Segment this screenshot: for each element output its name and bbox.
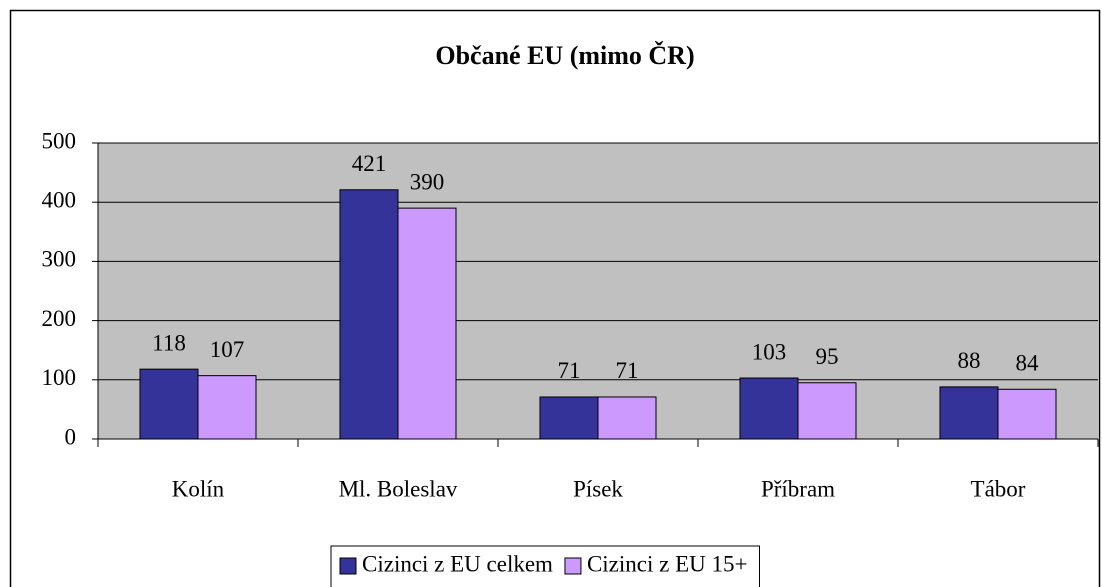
chart-title: Občané EU (mimo ČR): [435, 41, 694, 70]
bar: [197, 375, 257, 440]
data-label: 421: [352, 151, 387, 176]
legend-swatch: [339, 557, 357, 575]
y-tick-label: 500: [42, 128, 77, 153]
y-tick-label: 300: [42, 247, 77, 272]
bar: [997, 388, 1057, 440]
bar: [739, 377, 799, 440]
data-label: 390: [410, 169, 445, 194]
data-label: 71: [558, 358, 581, 383]
bar: [939, 386, 999, 440]
data-label: 95: [816, 344, 839, 369]
data-label: 71: [616, 358, 639, 383]
legend-label: Cizinci z EU celkem: [362, 551, 553, 576]
bar: [397, 207, 457, 440]
data-label: 84: [1016, 351, 1040, 376]
y-tick-label: 0: [65, 424, 77, 449]
y-tick-label: 400: [42, 187, 77, 212]
legend: [330, 545, 760, 587]
x-tick-label: Kolín: [172, 476, 225, 501]
legend-swatch: [564, 557, 582, 575]
data-label: 103: [752, 339, 787, 364]
data-label: 88: [958, 348, 981, 373]
x-tick-label: Příbram: [761, 476, 835, 501]
legend-label: Cizinci z EU 15+: [587, 551, 748, 576]
x-tick-label: Písek: [573, 476, 623, 501]
bar: [797, 382, 857, 440]
y-tick-label: 100: [42, 365, 77, 390]
bar: [597, 396, 657, 440]
data-label: 107: [210, 337, 245, 362]
plot-area: [98, 143, 1098, 439]
data-label: 118: [152, 330, 186, 355]
y-tick-label: 200: [42, 306, 77, 331]
bar: [539, 396, 599, 440]
x-tick-label: Ml. Boleslav: [339, 476, 458, 501]
bar: [139, 368, 199, 440]
bar: [339, 189, 399, 440]
x-tick-label: Tábor: [971, 476, 1026, 501]
